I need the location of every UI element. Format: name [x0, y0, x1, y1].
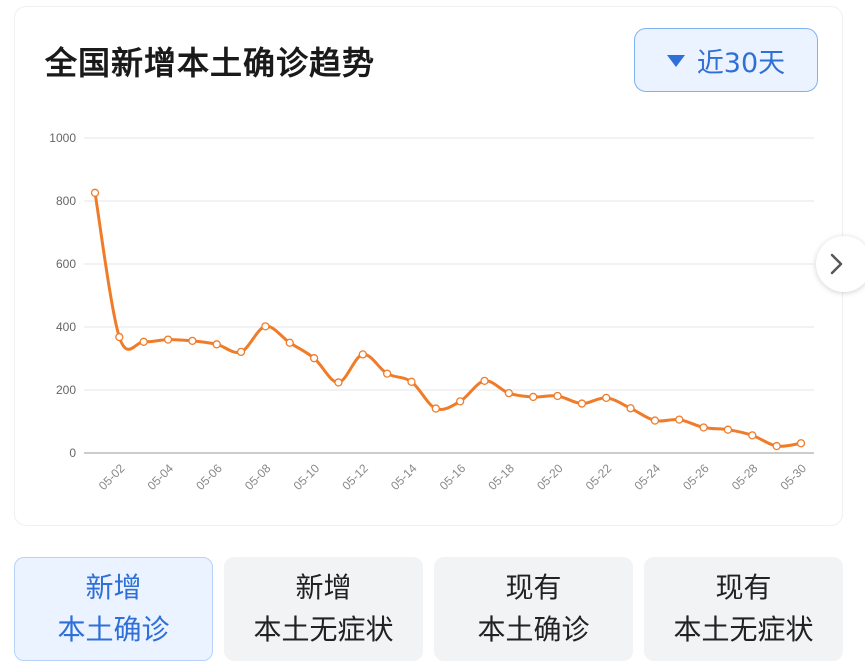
data-point	[285, 338, 294, 347]
y-tick-label: 800	[56, 194, 76, 208]
x-tick-label: 05-14	[388, 461, 420, 493]
tab-label-line1: 新增	[295, 571, 352, 604]
data-point	[650, 416, 660, 425]
data-point	[309, 354, 319, 363]
data-point	[456, 397, 465, 406]
chart-card	[14, 6, 843, 526]
tab-new-local-confirmed[interactable]: 新增 本土确诊	[14, 557, 213, 661]
data-point	[407, 377, 416, 386]
y-tick-label: 400	[56, 320, 76, 334]
data-point	[529, 392, 538, 402]
data-point	[723, 425, 733, 434]
y-tick-label: 0	[69, 446, 76, 460]
tab-current-local-asymptomatic[interactable]: 现有 本土无症状	[644, 557, 843, 661]
tab-label-line1: 现有	[715, 571, 772, 604]
tab-current-local-confirmed[interactable]: 现有 本土确诊	[434, 557, 633, 661]
data-point	[188, 336, 197, 346]
data-point	[602, 393, 611, 403]
triangle-down-icon	[666, 55, 685, 67]
trend-chart: 0 200 400 600 800 1000 05-02 05-04 05-06 05-08 05-…	[49, 131, 814, 493]
date-range-label: 近30天	[696, 47, 786, 79]
x-tick-label: 05-02	[96, 461, 128, 493]
data-point	[90, 188, 100, 197]
data-point	[772, 441, 781, 451]
x-tick-label: 05-28	[729, 461, 761, 493]
data-point	[626, 404, 635, 413]
x-tick-label: 05-16	[437, 461, 469, 493]
data-point	[553, 391, 562, 401]
data-point	[748, 431, 757, 440]
data-point	[431, 404, 440, 413]
data-point	[480, 376, 489, 386]
tab-new-local-asymptomatic[interactable]: 新增 本土无症状	[224, 557, 423, 661]
x-tick-label: 05-30	[778, 461, 810, 493]
tab-label-line2: 本土无症状	[673, 613, 814, 646]
data-point	[212, 340, 221, 349]
y-tick-label: 1000	[49, 131, 76, 145]
x-tick-label: 05-22	[583, 461, 615, 493]
x-tick-label: 05-08	[242, 461, 274, 493]
data-point	[115, 332, 124, 342]
chevron-right-icon	[830, 253, 843, 275]
y-tick-label: 200	[56, 383, 76, 397]
data-point	[236, 347, 246, 357]
y-tick-label: 600	[56, 257, 76, 271]
page-title: 全国新增本土确诊趋势	[45, 44, 376, 82]
tab-label-line1: 现有	[505, 571, 562, 604]
tab-label-line1: 新增	[85, 571, 142, 604]
data-point	[261, 322, 270, 331]
data-point	[358, 350, 367, 359]
x-tick-label: 05-18	[485, 461, 517, 493]
x-tick-label: 05-04	[145, 461, 177, 493]
data-point	[334, 378, 343, 387]
next-chart-button[interactable]	[816, 236, 865, 292]
tab-label-line2: 本土无症状	[253, 613, 394, 646]
tab-label-line2: 本土确诊	[477, 613, 590, 646]
data-point	[504, 388, 514, 398]
data-point	[699, 423, 708, 432]
tab-label-line2: 本土确诊	[57, 613, 170, 646]
data-point	[675, 415, 684, 424]
x-tick-label: 05-26	[680, 461, 712, 493]
x-tick-label: 05-06	[193, 461, 225, 493]
series-line	[93, 192, 802, 448]
data-point	[577, 399, 587, 408]
date-range-dropdown[interactable]: 近30天	[634, 28, 818, 92]
data-point	[796, 439, 806, 448]
data-point	[139, 337, 148, 346]
x-tick-label: 05-20	[534, 461, 566, 493]
data-point	[382, 369, 392, 378]
x-tick-label: 05-24	[631, 461, 663, 493]
x-tick-label: 05-12	[339, 461, 371, 493]
x-tick-label: 05-10	[291, 461, 323, 493]
data-point	[163, 335, 173, 344]
